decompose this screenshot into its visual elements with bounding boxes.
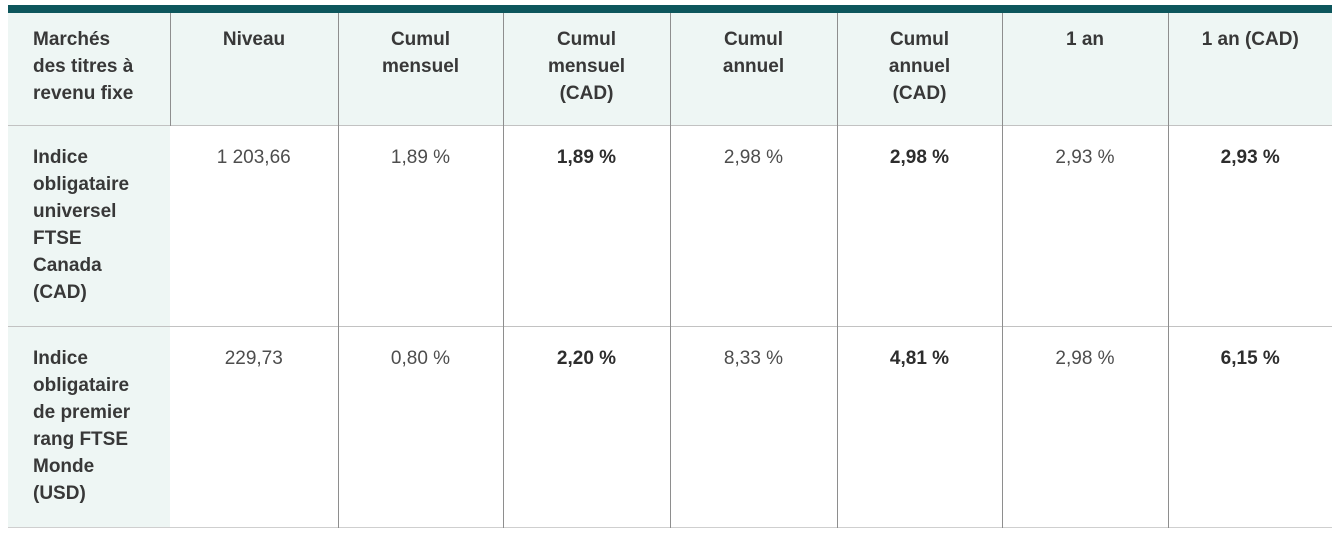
row-label-indice-ftse-canada: Indice obligataire universel FTSE Canada… (8, 124, 170, 326)
cell-1-an: 2,93 % (1001, 124, 1168, 326)
table-header-row: Marchés des titres à revenu fixe Niveau … (8, 13, 1332, 125)
cell-1-an: 2,98 % (1001, 325, 1168, 527)
cell-cumul-mensuel: 1,89 % (337, 124, 503, 326)
col-header-1-an: 1 an (1001, 13, 1168, 125)
col-header-niveau: Niveau (169, 13, 338, 125)
table-top-accent-bar (8, 5, 1332, 13)
cell-cumul-annuel-cad: 4,81 % (836, 325, 1002, 527)
col-header-cumul-annuel: Cumul annuel (669, 13, 837, 125)
row-label-indice-ftse-monde: Indice obligataire de premier rang FTSE … (8, 325, 170, 527)
col-header-1-an-cad: 1 an (CAD) (1167, 13, 1332, 125)
cell-cumul-mensuel-cad: 1,89 % (502, 124, 670, 326)
table-row-ftse-canada: Indice obligataire universel FTSE Canada… (8, 124, 1332, 326)
cell-cumul-annuel: 8,33 % (669, 325, 837, 527)
cell-1-an-cad: 6,15 % (1167, 325, 1332, 527)
cell-cumul-mensuel-cad: 2,20 % (502, 325, 670, 527)
col-header-cumul-mensuel-cad: Cumul mensuel (CAD) (502, 13, 670, 125)
cell-1-an-cad: 2,93 % (1167, 124, 1332, 326)
fixed-income-table: Marchés des titres à revenu fixe Niveau … (8, 13, 1332, 528)
fixed-income-table-container: Marchés des titres à revenu fixe Niveau … (8, 5, 1332, 528)
cell-niveau: 1 203,66 (170, 124, 338, 326)
col-header-cumul-annuel-cad: Cumul annuel (CAD) (836, 13, 1002, 125)
table-row-ftse-monde: Indice obligataire de premier rang FTSE … (8, 325, 1332, 527)
cell-niveau: 229,73 (170, 325, 338, 527)
col-header-marches-titres-revenu-fixe: Marchés des titres à revenu fixe (8, 13, 170, 125)
cell-cumul-mensuel: 0,80 % (337, 325, 503, 527)
cell-cumul-annuel-cad: 2,98 % (836, 124, 1002, 326)
col-header-cumul-mensuel: Cumul mensuel (337, 13, 503, 125)
cell-cumul-annuel: 2,98 % (669, 124, 837, 326)
